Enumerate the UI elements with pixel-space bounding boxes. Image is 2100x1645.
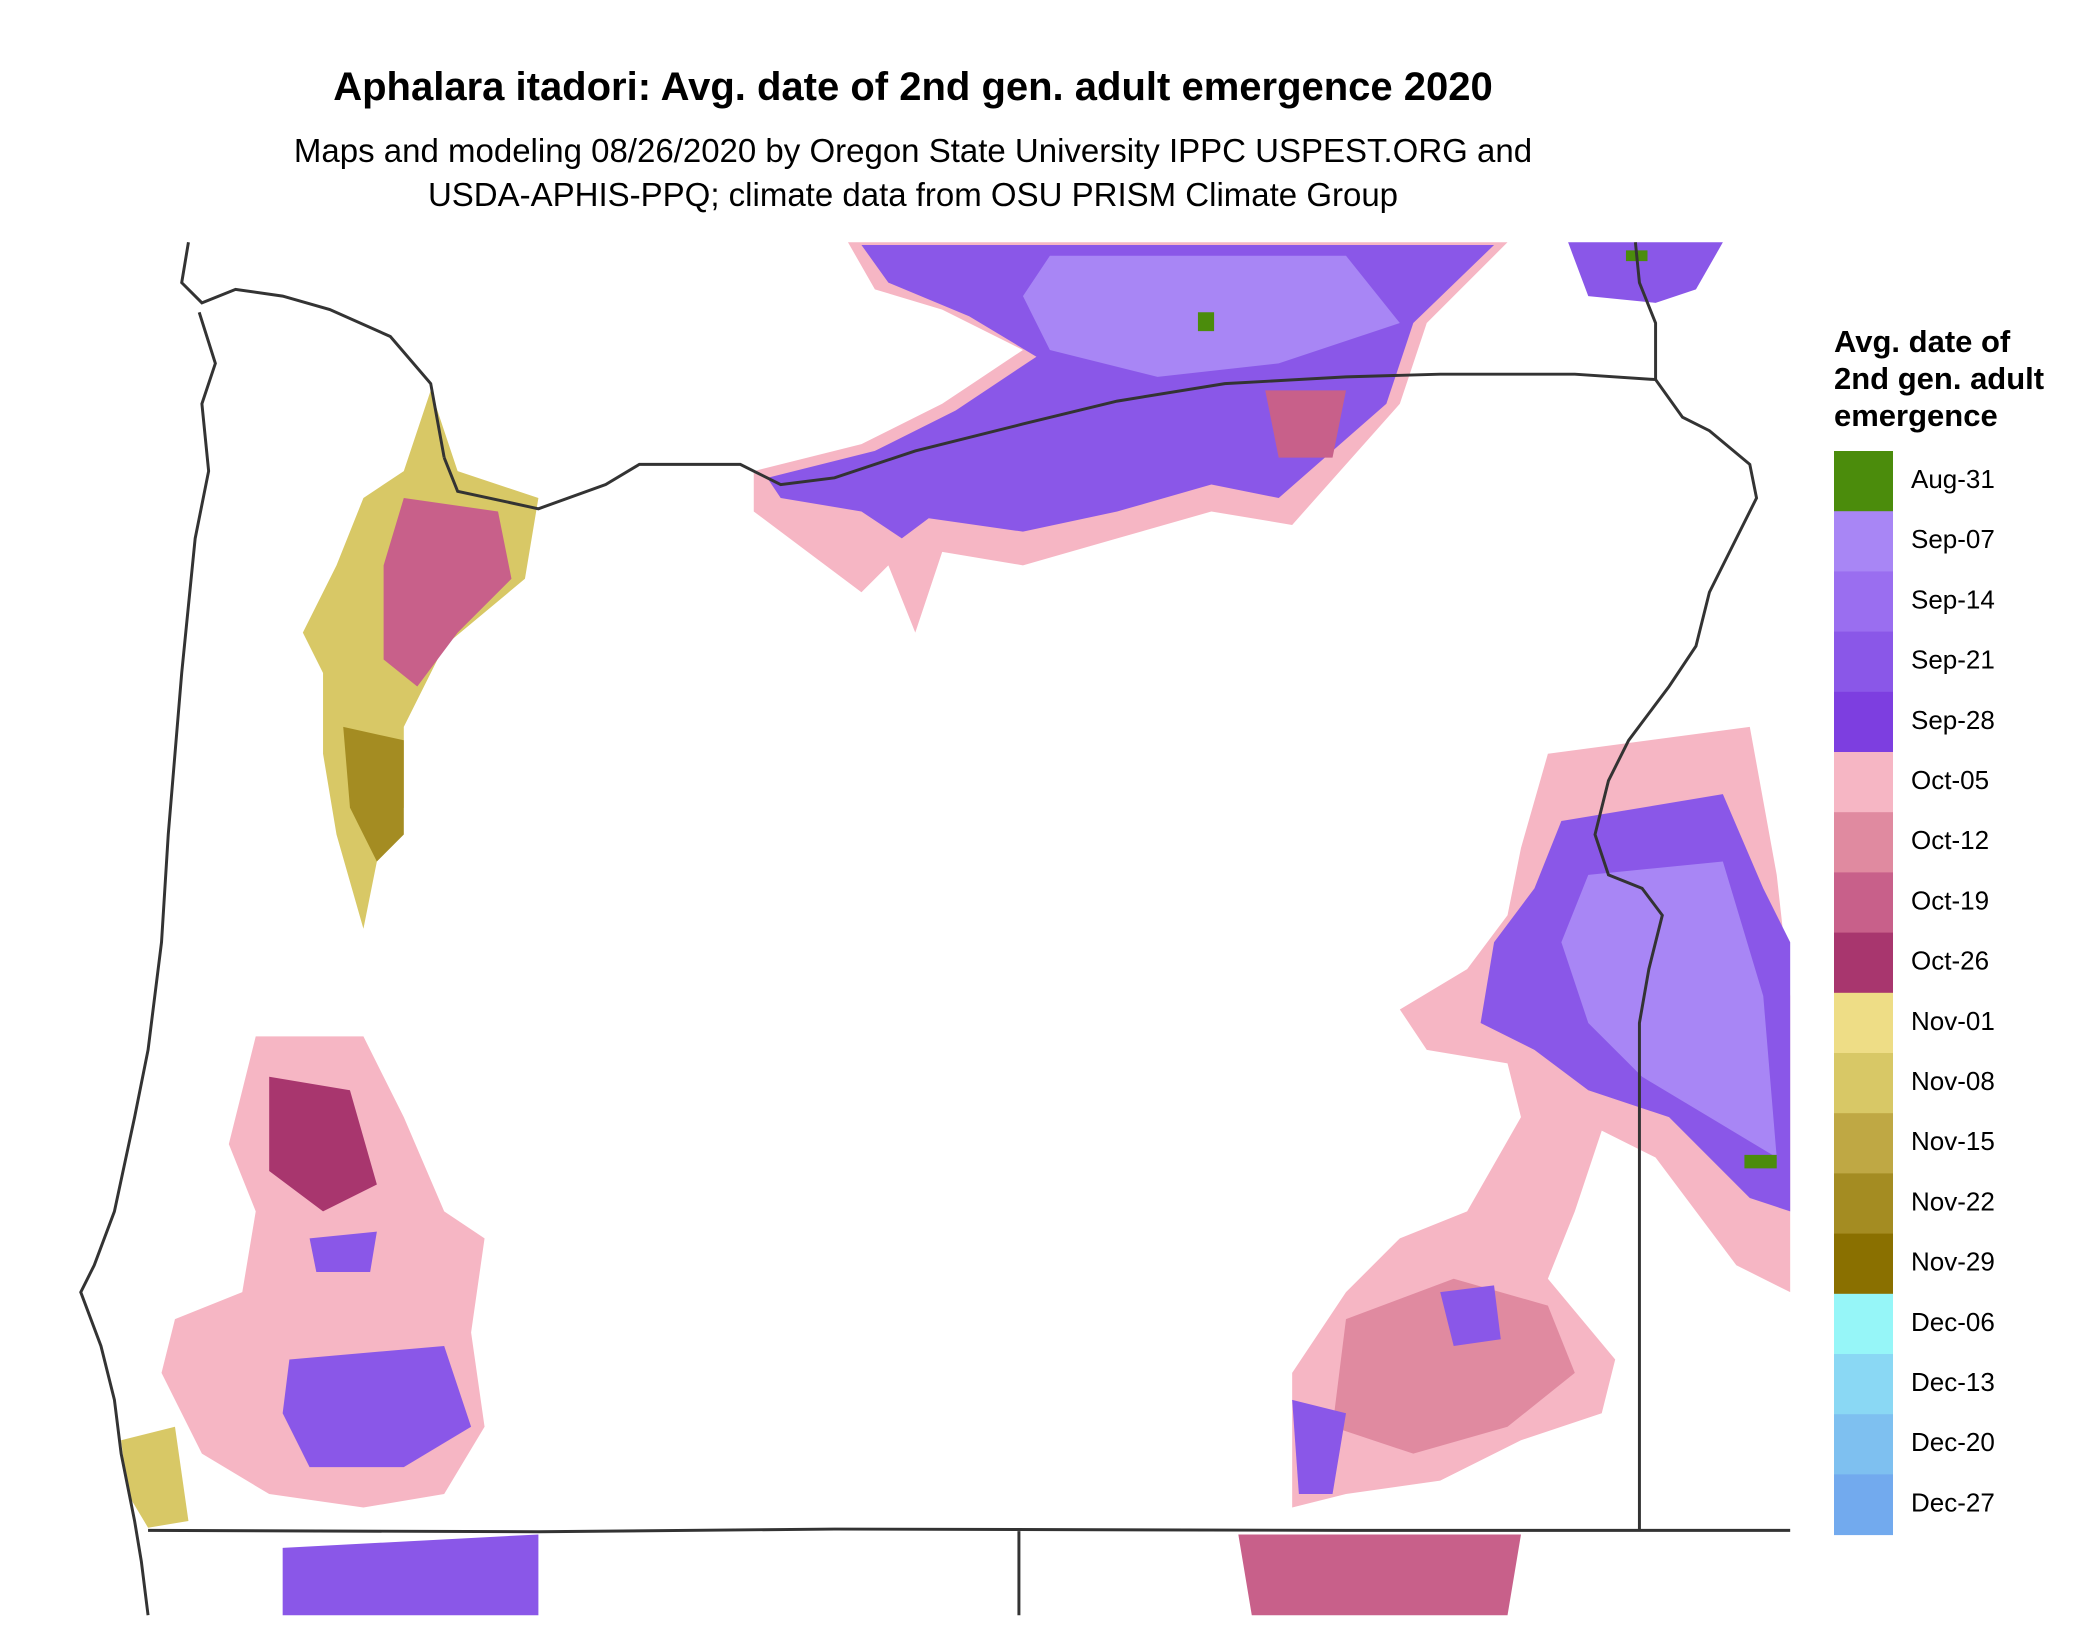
state-border [1633, 242, 1658, 380]
legend-label: Oct-26 [1911, 946, 1989, 976]
legend-swatch [1834, 631, 1893, 693]
region [343, 726, 404, 862]
legend-swatch [1834, 872, 1893, 934]
legend-label: Dec-06 [1911, 1307, 1995, 1337]
legend-label: Dec-20 [1911, 1427, 1995, 1457]
region [1265, 390, 1346, 458]
legend-label: Sep-28 [1911, 705, 1995, 735]
subtitle: USDA-APHIS-PPQ; climate data from OSU PR… [428, 176, 1398, 213]
region [1568, 242, 1723, 303]
region [309, 1231, 377, 1272]
region [1561, 861, 1777, 1158]
legend-label: Sep-14 [1911, 584, 1995, 614]
map [79, 242, 1791, 1616]
region [121, 1426, 189, 1528]
legend-label: Aug-31 [1911, 464, 1995, 494]
legend-swatch [1834, 511, 1893, 572]
legend-label: Nov-22 [1911, 1186, 1995, 1216]
legend-swatch [1834, 1233, 1893, 1295]
region [1332, 1278, 1575, 1454]
legend-swatch [1834, 812, 1893, 873]
coastline [79, 242, 446, 1616]
legend-swatch [1834, 571, 1893, 633]
region [269, 1076, 377, 1212]
region [282, 1346, 472, 1468]
subtitle: Maps and modeling 08/26/2020 by Oregon S… [294, 132, 1532, 169]
legend-title: Avg. date of [1834, 324, 2011, 359]
legend-label: Oct-19 [1911, 885, 1989, 915]
region [1238, 1534, 1521, 1616]
legend-label: Sep-21 [1911, 645, 1995, 675]
legend-label: Dec-27 [1911, 1487, 1995, 1517]
legend-label: Sep-07 [1911, 524, 1995, 554]
region [1440, 1285, 1501, 1346]
legend-swatch [1834, 1293, 1893, 1355]
legend-swatch [1834, 992, 1893, 1054]
legend-title: emergence [1834, 398, 1998, 433]
legend-swatch [1834, 1113, 1893, 1174]
legend-label: Dec-13 [1911, 1367, 1995, 1397]
legend-label: Nov-01 [1911, 1006, 1995, 1036]
legend-swatch [1834, 451, 1893, 512]
legend-label: Oct-05 [1911, 765, 1989, 795]
legend-label: Nov-29 [1911, 1247, 1995, 1277]
region [383, 498, 512, 687]
legend-swatch [1834, 1414, 1893, 1475]
legend-swatch [1834, 932, 1893, 994]
legend-title: 2nd gen. adult [1834, 361, 2044, 396]
legend-swatch [1834, 1474, 1893, 1536]
state-border [148, 1527, 1791, 1616]
legend-label: Oct-12 [1911, 825, 1989, 855]
state-border [442, 372, 1759, 1531]
legend-swatch [1834, 752, 1893, 813]
legend-label: Nov-08 [1911, 1066, 1995, 1096]
legend-swatch [1834, 1173, 1893, 1235]
region [1292, 1399, 1346, 1495]
legend-swatch [1834, 1354, 1893, 1415]
legend-label: Nov-15 [1911, 1126, 1995, 1156]
region [282, 1534, 539, 1616]
legend-swatch [1834, 1053, 1893, 1114]
legend-swatch [1834, 691, 1893, 753]
map-title: Aphalara itadori: Avg. date of 2nd gen. … [333, 65, 1493, 109]
